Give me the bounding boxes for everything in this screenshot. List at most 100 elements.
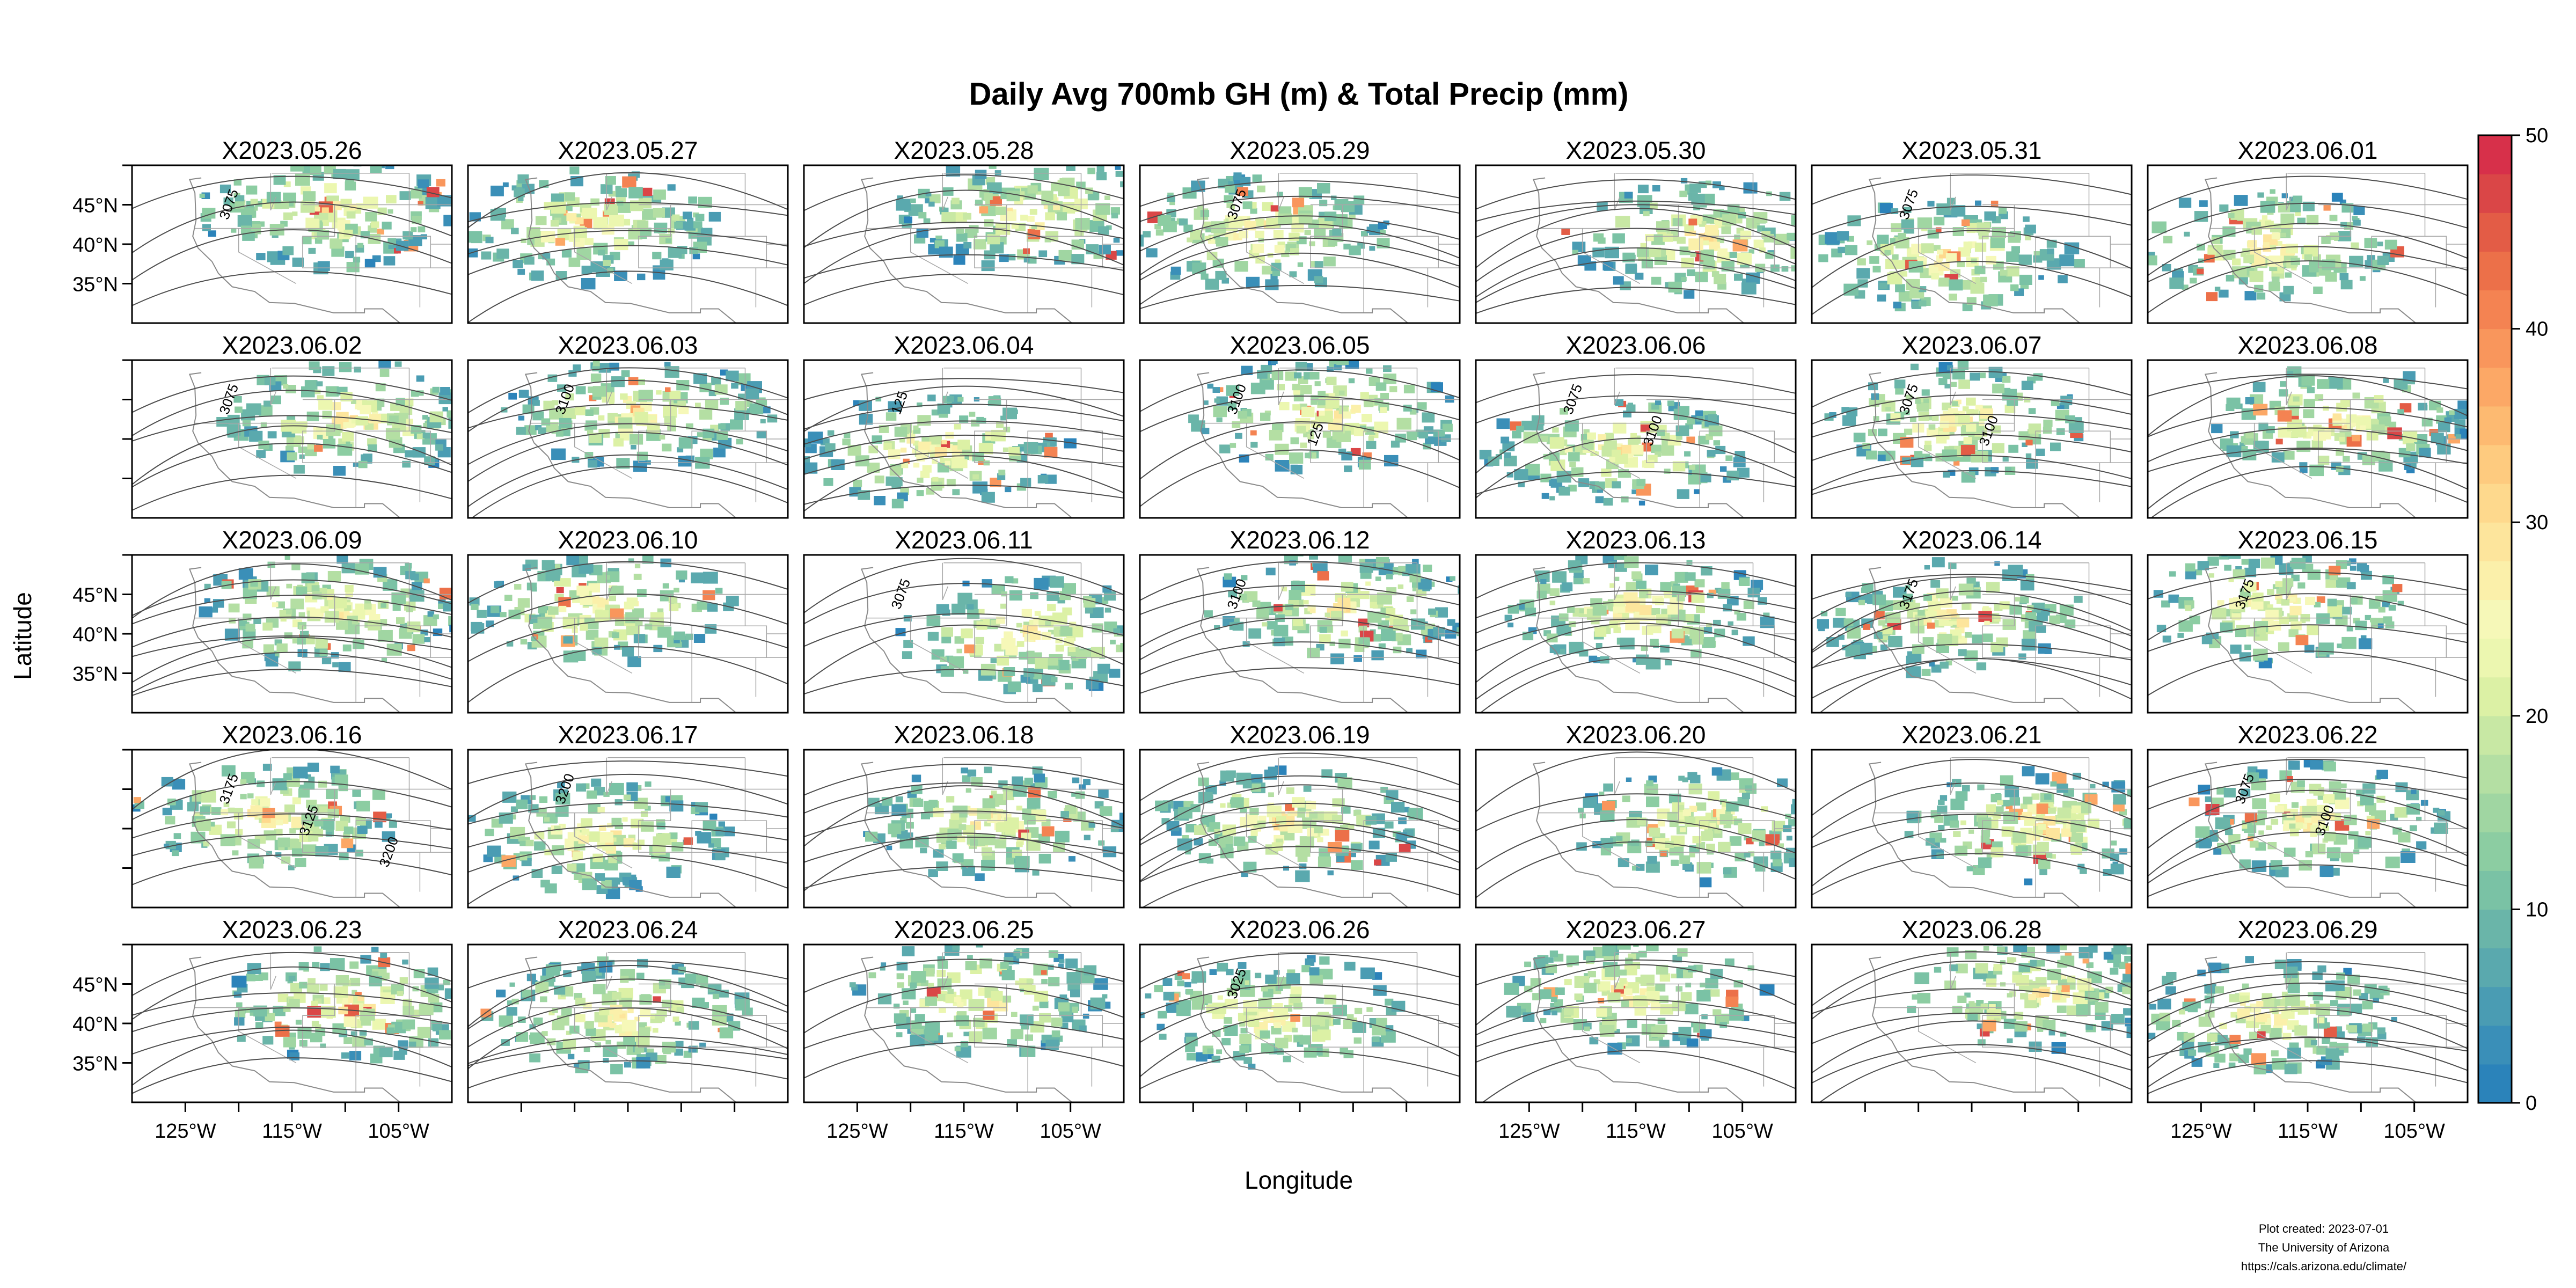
height-contour bbox=[1140, 605, 1460, 648]
precip-cell bbox=[1799, 822, 1812, 832]
precip-cell bbox=[1708, 589, 1717, 596]
coastline bbox=[1196, 372, 1409, 518]
precip-cell bbox=[1504, 456, 1517, 466]
precip-cell bbox=[2392, 584, 2403, 592]
precip-cell bbox=[554, 825, 561, 831]
precip-cell bbox=[1110, 207, 1120, 215]
precip-cell bbox=[1058, 250, 1072, 261]
precip-cell bbox=[1300, 385, 1312, 394]
precip-cell bbox=[1219, 444, 1231, 453]
state-boundary bbox=[1950, 173, 1956, 211]
precip-cell bbox=[1024, 778, 1033, 785]
precip-cell bbox=[576, 248, 591, 260]
precip-cell bbox=[1737, 467, 1750, 478]
height-contour bbox=[804, 404, 1124, 430]
precip-cell bbox=[1765, 252, 1774, 259]
height-contour bbox=[1812, 643, 2132, 669]
precip-cell bbox=[1241, 871, 1248, 877]
precip-cell bbox=[1501, 436, 1510, 444]
height-contour bbox=[1140, 584, 1460, 616]
panel-title: X2023.06.19 bbox=[1230, 721, 1370, 749]
precip-cell bbox=[1385, 821, 1394, 829]
precip-cell bbox=[611, 877, 620, 885]
precip-cell bbox=[1367, 611, 1382, 623]
precip-cell bbox=[469, 597, 480, 606]
precip-cell bbox=[1266, 218, 1280, 229]
precip-cell bbox=[2214, 287, 2221, 291]
precip-cell bbox=[551, 201, 566, 214]
precip-cell bbox=[355, 563, 369, 575]
precip-cell bbox=[1906, 279, 1920, 290]
precip-cell bbox=[1131, 224, 1139, 231]
height-contour bbox=[2148, 593, 2468, 641]
precip-cell bbox=[1717, 237, 1724, 244]
precip-cell bbox=[1621, 496, 1629, 503]
precip-cell bbox=[1029, 209, 1037, 215]
precip-cell bbox=[2068, 421, 2084, 433]
precip-cell bbox=[572, 851, 583, 860]
precip-cell bbox=[958, 824, 967, 830]
precip-cell bbox=[609, 782, 624, 795]
precip-cell bbox=[1649, 247, 1662, 258]
precip-cell bbox=[950, 813, 960, 820]
precip-cell bbox=[345, 251, 354, 259]
precip-cell bbox=[1034, 773, 1045, 783]
precip-cell bbox=[1031, 224, 1037, 230]
precip-cell bbox=[2018, 653, 2026, 660]
precip-cell bbox=[1636, 580, 1646, 589]
state-boundary bbox=[910, 423, 969, 479]
height-contour bbox=[804, 455, 1124, 512]
precip-cell bbox=[2263, 242, 2270, 247]
precip-cell bbox=[1895, 387, 1904, 395]
precip-cell bbox=[2302, 201, 2315, 211]
precip-cell bbox=[1215, 270, 1227, 280]
precip-cell bbox=[697, 432, 704, 437]
precip-cell bbox=[1787, 232, 1796, 240]
precip-cell bbox=[1353, 809, 1362, 816]
precip-cell bbox=[1884, 250, 1891, 255]
precip-cell bbox=[1290, 437, 1299, 444]
height-contour bbox=[2148, 375, 2468, 437]
precip-cell bbox=[1260, 412, 1271, 421]
precip-cell bbox=[1252, 244, 1264, 253]
panel-title: X2023.06.15 bbox=[2238, 526, 2378, 554]
precip-cell bbox=[1285, 371, 1297, 381]
height-contour bbox=[468, 379, 788, 433]
precip-cell bbox=[1674, 572, 1688, 583]
panel-title: X2023.06.08 bbox=[2238, 331, 2378, 359]
precip-cell bbox=[637, 273, 646, 281]
precip-cell bbox=[369, 414, 381, 424]
precip-cell bbox=[1637, 185, 1649, 194]
precip-cell bbox=[1274, 625, 1289, 636]
precip-cell bbox=[568, 370, 577, 377]
precip-cell bbox=[448, 616, 452, 626]
precip-cell bbox=[612, 632, 619, 639]
precip-cell bbox=[920, 471, 930, 478]
precip-cell bbox=[1962, 219, 1970, 226]
precip-cell bbox=[164, 844, 170, 848]
precip-cell bbox=[1033, 672, 1042, 679]
precip-cell bbox=[320, 818, 335, 830]
panel-title: X2023.06.07 bbox=[1902, 331, 2042, 359]
height-contour bbox=[1812, 260, 2132, 316]
state-boundary bbox=[787, 222, 788, 268]
precip-cell bbox=[1281, 587, 1287, 591]
precip-cell bbox=[927, 632, 939, 641]
precip-cell bbox=[1677, 237, 1686, 244]
state-boundary bbox=[302, 757, 410, 790]
precip-cell bbox=[1225, 844, 1233, 850]
precip-cell bbox=[538, 254, 545, 260]
precip-cell bbox=[1891, 208, 1899, 214]
precip-cell bbox=[259, 405, 273, 416]
height-contour bbox=[804, 624, 1124, 685]
precip-cell bbox=[1902, 594, 1913, 602]
precip-cell bbox=[375, 821, 383, 828]
precip-cell bbox=[645, 781, 652, 787]
precip-cell bbox=[1829, 412, 1836, 418]
precip-cell bbox=[2197, 244, 2205, 251]
precip-cell bbox=[1276, 816, 1286, 824]
precip-cell bbox=[1314, 276, 1323, 283]
coastline bbox=[524, 177, 737, 323]
precip-cell bbox=[2350, 597, 2358, 604]
